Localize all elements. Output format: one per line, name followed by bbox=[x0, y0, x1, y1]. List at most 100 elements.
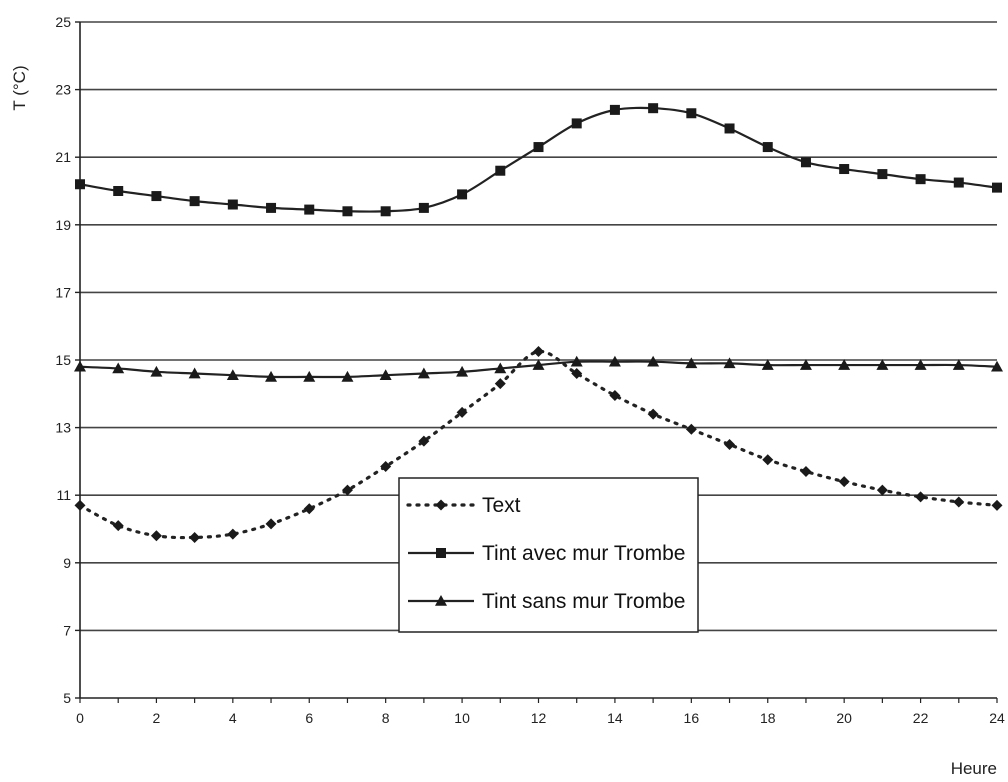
series-0-point-7 bbox=[341, 484, 353, 496]
series-line-1 bbox=[79, 106, 998, 213]
series-2-point-0 bbox=[74, 360, 86, 372]
series-1-point-4 bbox=[227, 199, 238, 210]
series-1-point-8 bbox=[380, 206, 391, 217]
series-2-point-10 bbox=[456, 365, 469, 377]
series-0-point-2 bbox=[150, 530, 162, 542]
series-1-point-20 bbox=[839, 164, 850, 175]
series-2-point-11 bbox=[494, 362, 507, 374]
series-1 bbox=[75, 103, 1002, 217]
data-series bbox=[74, 103, 1003, 543]
series-2-point-1 bbox=[112, 362, 125, 374]
series-2-point-14 bbox=[608, 355, 621, 367]
series-2 bbox=[74, 355, 1003, 382]
series-2-point-3 bbox=[188, 367, 201, 379]
legend-label-tint-sans: Tint sans mur Trombe bbox=[482, 590, 685, 613]
series-2-point-13 bbox=[570, 355, 583, 367]
series-0-point-20 bbox=[838, 476, 850, 488]
series-2-point-6 bbox=[303, 370, 316, 382]
series-1-point-5 bbox=[266, 202, 277, 213]
series-1-point-12 bbox=[533, 142, 544, 153]
legend-marker-2 bbox=[435, 595, 447, 606]
y-tick-label-5: 5 bbox=[63, 690, 71, 706]
x-tick-label-0: 0 bbox=[76, 710, 84, 726]
series-0-point-8 bbox=[380, 460, 392, 472]
series-0-point-9 bbox=[418, 435, 430, 447]
series-1-point-24 bbox=[992, 182, 1002, 193]
series-2-point-9 bbox=[417, 367, 430, 379]
series-1-point-15 bbox=[648, 103, 659, 114]
series-0-point-5 bbox=[265, 518, 277, 530]
series-1-point-7 bbox=[342, 206, 353, 217]
series-2-point-7 bbox=[341, 370, 354, 382]
legend-samples bbox=[406, 499, 476, 606]
x-tick-label-18: 18 bbox=[760, 710, 776, 726]
series-0-point-0 bbox=[74, 499, 86, 511]
y-tick-label-21: 21 bbox=[55, 149, 71, 165]
x-tick-label-2: 2 bbox=[153, 710, 161, 726]
x-tick-label-4: 4 bbox=[229, 710, 237, 726]
series-1-point-10 bbox=[457, 189, 468, 200]
series-2-point-4 bbox=[226, 369, 239, 381]
legend-marker-0 bbox=[435, 499, 447, 511]
series-0-point-1 bbox=[112, 520, 124, 532]
series-2-point-15 bbox=[647, 355, 660, 367]
series-1-point-18 bbox=[762, 142, 773, 153]
series-1-point-9 bbox=[418, 202, 429, 213]
x-tick-label-20: 20 bbox=[836, 710, 852, 726]
y-tick-label-23: 23 bbox=[55, 82, 71, 98]
series-0-point-21 bbox=[876, 484, 888, 496]
x-tick-label-10: 10 bbox=[454, 710, 470, 726]
series-1-point-16 bbox=[686, 108, 697, 119]
series-0-point-10 bbox=[456, 406, 468, 418]
series-2-point-5 bbox=[265, 370, 278, 382]
x-tick-label-8: 8 bbox=[382, 710, 390, 726]
series-0-point-19 bbox=[800, 466, 812, 478]
y-tick-label-13: 13 bbox=[55, 420, 71, 436]
series-0-point-17 bbox=[724, 439, 736, 450]
series-2-point-12 bbox=[532, 359, 545, 370]
y-tick-label-9: 9 bbox=[63, 555, 71, 571]
legend-box bbox=[398, 477, 699, 633]
x-tick-label-24: 24 bbox=[989, 710, 1005, 726]
series-2-point-16 bbox=[685, 357, 698, 369]
series-0-point-11 bbox=[494, 378, 506, 390]
y-tick-label-19: 19 bbox=[55, 217, 71, 233]
y-tick-label-11: 11 bbox=[56, 487, 71, 503]
series-2-point-17 bbox=[723, 357, 736, 369]
series-0-point-6 bbox=[303, 503, 315, 515]
series-2-point-18 bbox=[761, 359, 774, 370]
series-1-point-2 bbox=[151, 191, 162, 202]
legend-marker-1 bbox=[436, 548, 446, 558]
series-0-point-13 bbox=[571, 368, 583, 380]
series-1-point-21 bbox=[877, 169, 888, 180]
series-0-point-16 bbox=[685, 423, 697, 435]
y-tick-label-17: 17 bbox=[55, 284, 71, 300]
series-0-point-12 bbox=[533, 346, 544, 358]
x-tick-label-16: 16 bbox=[684, 710, 700, 726]
axes bbox=[75, 21, 998, 703]
series-2-point-22 bbox=[914, 359, 927, 370]
series-1-point-3 bbox=[189, 196, 200, 207]
x-axis-title: Heure bbox=[951, 759, 997, 778]
series-1-point-6 bbox=[304, 204, 315, 215]
series-1-point-22 bbox=[915, 174, 926, 185]
x-tick-label-12: 12 bbox=[531, 710, 547, 726]
series-2-point-23 bbox=[952, 359, 965, 370]
series-0-point-15 bbox=[647, 408, 659, 420]
series-1-point-0 bbox=[75, 179, 85, 190]
series-0-point-23 bbox=[953, 496, 965, 508]
series-0-point-24 bbox=[991, 499, 1003, 511]
y-tick-label-7: 7 bbox=[63, 622, 71, 638]
x-tick-label-14: 14 bbox=[607, 710, 623, 726]
series-0-point-14 bbox=[609, 389, 621, 401]
series-1-point-23 bbox=[953, 177, 964, 188]
x-tick-label-22: 22 bbox=[913, 710, 929, 726]
series-1-point-17 bbox=[724, 123, 735, 134]
series-2-point-24 bbox=[991, 360, 1003, 372]
series-2-point-21 bbox=[876, 359, 889, 370]
series-1-point-19 bbox=[800, 157, 811, 168]
series-1-point-11 bbox=[495, 165, 506, 176]
series-2-point-19 bbox=[799, 359, 812, 370]
